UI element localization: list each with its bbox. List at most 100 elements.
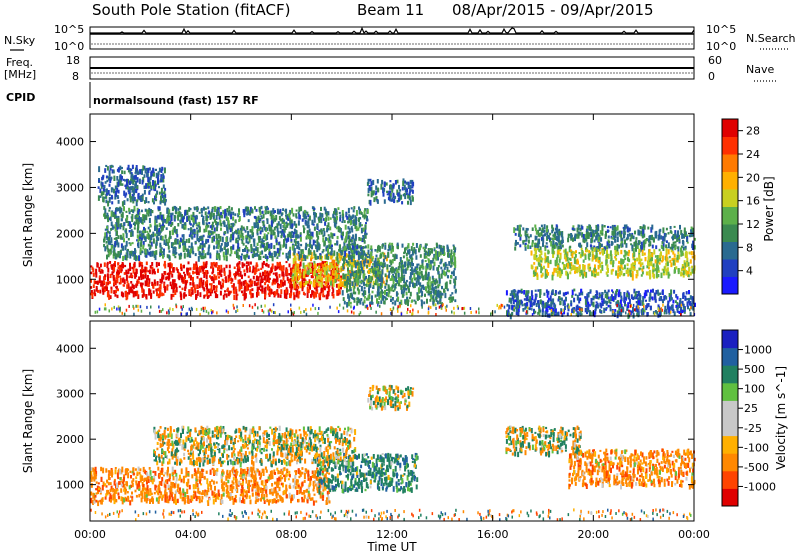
nave-dot bbox=[316, 72, 318, 74]
data-cell bbox=[256, 247, 259, 253]
data-cell bbox=[205, 270, 208, 275]
data-cell bbox=[652, 237, 655, 243]
data-cell bbox=[665, 244, 668, 248]
data-cell bbox=[112, 171, 115, 174]
data-cell bbox=[202, 261, 205, 267]
nave-tick-top: 60 bbox=[708, 54, 722, 67]
data-cell bbox=[420, 287, 423, 293]
data-cell bbox=[406, 284, 409, 287]
data-cell bbox=[246, 234, 249, 240]
data-cell bbox=[268, 270, 271, 276]
data-cell bbox=[297, 271, 300, 274]
data-cell bbox=[189, 223, 192, 226]
data-cell bbox=[142, 229, 145, 234]
data-cell bbox=[398, 277, 400, 282]
data-cell bbox=[174, 211, 177, 215]
data-cell bbox=[196, 285, 199, 289]
data-cell bbox=[347, 300, 350, 307]
data-cell bbox=[274, 235, 277, 239]
data-cell bbox=[371, 301, 374, 305]
data-cell bbox=[531, 240, 534, 244]
nave-dot bbox=[604, 72, 606, 74]
data-cell bbox=[261, 278, 264, 283]
data-cell bbox=[216, 294, 219, 299]
data-cell bbox=[202, 279, 205, 286]
data-cell bbox=[437, 255, 439, 261]
data-cell bbox=[379, 270, 382, 276]
data-cell bbox=[380, 274, 383, 280]
data-cell bbox=[285, 214, 287, 217]
data-cell bbox=[388, 290, 391, 294]
data-cell bbox=[211, 277, 214, 281]
data-cell bbox=[448, 261, 451, 266]
data-cell bbox=[142, 165, 145, 171]
data-cell bbox=[143, 189, 146, 195]
data-cell bbox=[452, 270, 455, 276]
data-cell bbox=[228, 205, 231, 209]
data-cell bbox=[381, 269, 384, 275]
data-cell bbox=[631, 244, 634, 249]
nave-dot bbox=[508, 72, 510, 74]
data-cell bbox=[440, 258, 443, 264]
data-cell bbox=[441, 285, 443, 290]
data-cell bbox=[314, 244, 317, 247]
data-cell bbox=[133, 189, 135, 195]
data-cell bbox=[333, 259, 336, 265]
data-cell bbox=[121, 170, 124, 174]
data-cell bbox=[373, 262, 376, 268]
data-cell bbox=[420, 271, 423, 274]
nave-dot bbox=[97, 72, 99, 74]
noise-search-dot bbox=[379, 43, 381, 45]
data-cell bbox=[354, 263, 357, 269]
noise-search-dot bbox=[289, 43, 291, 45]
data-cell bbox=[121, 278, 124, 283]
data-cell bbox=[438, 283, 441, 287]
data-cell bbox=[176, 269, 179, 273]
data-cell bbox=[297, 220, 300, 226]
data-cell bbox=[337, 288, 340, 294]
data-cell bbox=[333, 250, 336, 256]
data-cell bbox=[647, 226, 650, 230]
data-cell bbox=[417, 263, 420, 266]
data-cell bbox=[403, 287, 406, 293]
data-cell bbox=[241, 274, 243, 279]
data-cell bbox=[415, 243, 418, 248]
data-cell bbox=[407, 194, 410, 199]
data-cell bbox=[127, 170, 130, 173]
data-cell bbox=[309, 284, 311, 290]
data-cell bbox=[138, 261, 141, 264]
data-cell bbox=[209, 225, 212, 229]
data-cell bbox=[239, 271, 242, 277]
nave-dot bbox=[505, 72, 507, 74]
data-cell bbox=[595, 224, 598, 229]
data-cell bbox=[290, 234, 292, 239]
data-cell bbox=[426, 290, 429, 294]
noise-search-dot bbox=[613, 43, 615, 45]
data-cell bbox=[336, 240, 339, 245]
nave-dot bbox=[91, 72, 93, 74]
nave-dot bbox=[292, 72, 294, 74]
noise-search-dot bbox=[619, 43, 621, 45]
data-cell bbox=[285, 252, 288, 259]
noise-search-dot bbox=[424, 43, 426, 45]
data-cell bbox=[345, 212, 348, 215]
data-cell bbox=[359, 280, 362, 284]
data-cell bbox=[151, 266, 154, 270]
data-cell bbox=[134, 255, 137, 262]
data-cell bbox=[175, 267, 178, 271]
data-cell bbox=[137, 280, 140, 284]
data-cell bbox=[601, 225, 604, 230]
data-cell bbox=[226, 241, 229, 246]
noise-search-dot bbox=[292, 43, 294, 45]
data-cell bbox=[385, 279, 388, 283]
data-cell bbox=[123, 272, 126, 275]
data-cell bbox=[159, 291, 162, 297]
data-cell bbox=[385, 256, 388, 262]
noise-search-dot bbox=[250, 43, 252, 45]
data-cell bbox=[417, 280, 420, 283]
data-cell bbox=[139, 233, 142, 237]
data-cell bbox=[393, 268, 396, 272]
data-cell bbox=[425, 243, 428, 246]
data-cell bbox=[385, 276, 388, 282]
data-cell bbox=[549, 232, 552, 236]
